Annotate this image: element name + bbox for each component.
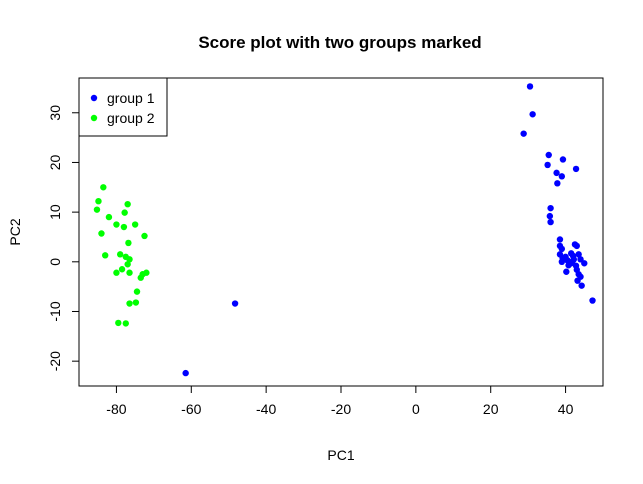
y-tick-label: -10 [47,301,63,321]
data-point-series-1 [589,297,596,304]
y-axis-label: PC2 [7,218,23,245]
x-tick-label: -20 [331,401,351,417]
data-point-series-2 [105,213,113,221]
data-point-series-1 [554,180,561,187]
data-point-series-2 [122,320,129,327]
data-point-series-1 [544,161,551,169]
data-point-series-2 [143,269,150,276]
data-point-series-1 [553,169,560,177]
y-axis: -20 -10 0 10 20 30 [47,105,80,371]
y-tick-label: 30 [47,105,63,121]
data-point-series-1 [547,204,554,212]
x-tick-label: 40 [558,401,574,417]
legend-marker [90,94,98,102]
data-point-series-1 [182,369,189,377]
data-point-series-1 [547,218,554,226]
data-point-series-1 [563,268,570,275]
data-point-series-1 [581,260,588,267]
legend-label: group 1 [107,90,155,106]
data-point-series-1 [572,165,580,173]
data-point-series-2 [126,300,133,307]
data-point-series-1 [556,236,564,243]
x-axis: -80 -60 -40 -20 0 20 40 [106,385,574,417]
legend-box [78,77,168,137]
data-point-series-2 [113,221,120,228]
data-point-series-2 [132,299,140,306]
data-point-series-2 [124,200,131,208]
data-point-series-1 [231,300,239,307]
data-point-series-2 [126,256,133,263]
data-point-series-2 [126,269,133,276]
data-point-series-1 [575,251,582,258]
data-point-series-2 [133,288,141,295]
data-point-series-1 [562,253,569,261]
x-tick-label: 20 [483,401,499,417]
data-point-series-2 [121,209,128,216]
data-point-series-1 [570,256,578,263]
x-tick-label: 0 [412,401,420,417]
y-tick-label: 0 [47,258,63,266]
data-point-series-2 [131,221,139,228]
legend-marker [90,114,98,122]
data-point-series-2 [118,266,126,273]
y-tick-label: 10 [47,204,63,220]
data-point-series-2 [102,252,109,259]
data-point-series-1 [578,282,585,289]
data-point-series-2 [141,232,148,240]
legend: group 1 group 2 [78,77,168,137]
x-tick-label: -80 [106,401,126,417]
y-tick-label: -20 [47,351,63,371]
y-tick-label: 20 [47,154,63,170]
data-point-series-2 [120,223,128,231]
data-point-series-2 [95,198,102,205]
x-tick-label: -60 [181,401,201,417]
data-point-series-2 [137,274,144,281]
data-point-series-1 [558,245,566,253]
data-point-series-1 [558,258,566,266]
data-point-series-1 [526,83,534,90]
data-point-series-1 [520,130,527,137]
data-point-series-1 [573,242,580,250]
data-point-series-2 [100,184,107,191]
data-point-series-2 [125,239,132,247]
data-point-series-2 [124,261,131,268]
x-tick-label: -40 [256,401,276,417]
x-axis-label: PC1 [327,447,354,463]
data-point-series-1 [529,111,536,118]
data-points [93,83,596,377]
chart-title: Score plot with two groups marked [198,33,481,52]
data-point-series-1 [574,277,581,284]
data-point-series-2 [98,230,105,237]
data-point-series-1 [545,151,552,159]
legend-label: group 2 [107,110,155,126]
data-point-series-1 [546,212,554,220]
data-point-series-1 [559,156,567,163]
data-point-series-2 [115,319,122,327]
data-point-series-2 [116,251,124,258]
data-point-series-1 [558,173,566,180]
data-point-series-2 [93,206,101,213]
data-point-series-2 [113,269,120,276]
